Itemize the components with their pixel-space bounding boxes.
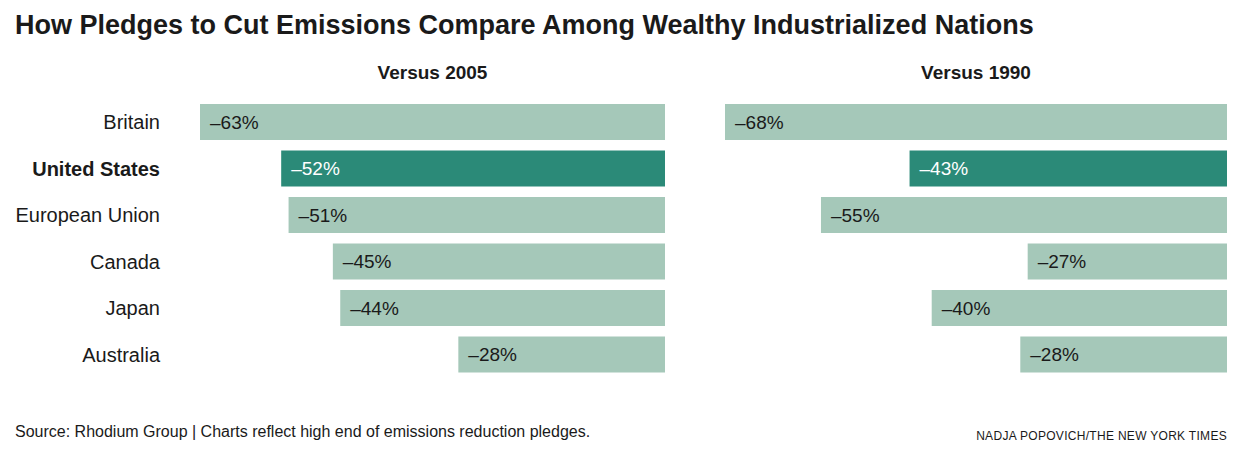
svg-text:–68%: –68%	[735, 112, 784, 133]
svg-text:–63%: –63%	[210, 112, 259, 133]
svg-text:–43%: –43%	[920, 158, 969, 179]
svg-text:–28%: –28%	[468, 344, 517, 365]
svg-text:Japan: Japan	[106, 297, 161, 319]
svg-text:–40%: –40%	[942, 298, 991, 319]
svg-text:–44%: –44%	[350, 298, 399, 319]
html-text:Source: Rhodium Group | Charts: Source: Rhodium Group | Charts reflect h…	[15, 423, 591, 440]
svg-text:–27%: –27%	[1038, 251, 1087, 272]
svg-text:Britain: Britain	[103, 111, 160, 133]
html-text:NADJA POPOVICH/THE NEW YORK TI: NADJA POPOVICH/THE NEW YORK TIMES	[976, 429, 1227, 443]
svg-text:–28%: –28%	[1030, 344, 1079, 365]
svg-text:European Union: European Union	[15, 204, 160, 226]
svg-text:–45%: –45%	[343, 251, 392, 272]
svg-text:–52%: –52%	[291, 158, 340, 179]
svg-text:Canada: Canada	[90, 251, 161, 273]
svg-text:–51%: –51%	[299, 205, 348, 226]
svg-text:Australia: Australia	[82, 344, 161, 366]
svg-text:–55%: –55%	[831, 205, 880, 226]
html-text:Versus 1990: Versus 1990	[921, 62, 1031, 83]
html-text:How Pledges to Cut Emissions C: How Pledges to Cut Emissions Compare Amo…	[15, 10, 1034, 40]
svg-text:United States: United States	[32, 158, 160, 180]
html-text:Versus 2005: Versus 2005	[377, 62, 488, 83]
